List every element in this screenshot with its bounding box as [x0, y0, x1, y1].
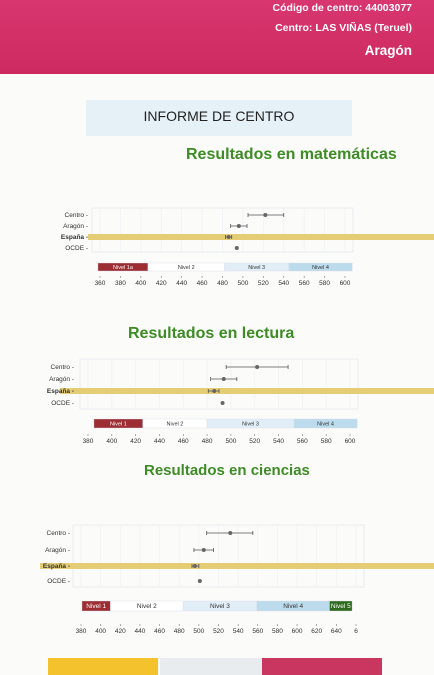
- tick-label: 6: [354, 628, 358, 635]
- category-label: OCDE -: [51, 400, 74, 407]
- data-point: [212, 389, 217, 393]
- data-point: [236, 224, 241, 228]
- category-label: España -: [43, 563, 70, 570]
- chart-title-maths: Resultados en matemáticas: [186, 146, 397, 163]
- science-chart: Centro - Aragón - España - OCDE - Nivel 1 Niv…: [40, 524, 434, 635]
- data-point: [192, 564, 197, 568]
- tick-label: 560: [297, 438, 308, 445]
- tick-label: 460: [178, 438, 189, 445]
- level-label: Nivel 2: [178, 265, 195, 271]
- data-point: [220, 401, 225, 405]
- tick-label: 520: [258, 280, 269, 287]
- level-band: [288, 262, 353, 272]
- data-point: [226, 235, 231, 239]
- tick-label: 600: [340, 280, 351, 287]
- tick-label: 580: [272, 628, 283, 635]
- category-label: Aragón -: [49, 376, 74, 383]
- category-label: Aragón -: [63, 223, 88, 230]
- level-label: Nivel 4: [312, 265, 329, 271]
- spain-band: [40, 563, 434, 569]
- tick-label: 640: [331, 628, 342, 635]
- category-label: OCDE -: [65, 245, 88, 252]
- chart-title-reading: Resultados en lectura: [128, 325, 295, 342]
- tick-label: 460: [197, 280, 208, 287]
- tick-label: 420: [156, 280, 167, 287]
- tick-label: 380: [115, 280, 126, 287]
- tick-label: 380: [76, 628, 87, 635]
- level-band: [329, 600, 353, 612]
- tick-label: 540: [278, 280, 289, 287]
- tick-label: 400: [106, 438, 117, 445]
- data-point: [221, 377, 226, 381]
- tick-label: 440: [176, 280, 187, 287]
- level-band: [293, 418, 358, 429]
- footer-ministry-strip: [160, 658, 262, 675]
- tick-label: 560: [252, 628, 263, 635]
- tick-label: 380: [83, 438, 94, 445]
- data-point: [201, 548, 206, 552]
- level-label: Nivel 4: [283, 603, 303, 610]
- footer-color-strip: [262, 658, 382, 675]
- category-label: Centro -: [65, 212, 88, 219]
- category-label: España -: [61, 234, 88, 241]
- category-label: Aragón -: [45, 547, 70, 554]
- data-point: [234, 246, 239, 250]
- spain-band: [60, 388, 434, 394]
- category-label: Centro -: [47, 530, 70, 537]
- tick-label: 480: [217, 280, 228, 287]
- spain-band: [88, 234, 434, 240]
- category-label: España -: [47, 388, 74, 395]
- tick-label: 420: [115, 628, 126, 635]
- level-label: Nivel 3: [248, 265, 265, 271]
- plot-frame: [79, 358, 359, 410]
- tick-label: 520: [213, 628, 224, 635]
- tick-label: 500: [193, 628, 204, 635]
- tick-label: 520: [249, 438, 260, 445]
- chart-title-science: Resultados en ciencias: [144, 462, 310, 479]
- tick-label: 540: [273, 438, 284, 445]
- center-code: Código de centro: 44003077: [272, 2, 412, 14]
- tick-label: 360: [95, 280, 106, 287]
- data-point: [228, 531, 233, 535]
- level-label: Nivel 1a: [113, 265, 134, 271]
- category-label: OCDE -: [47, 578, 70, 585]
- tick-label: 480: [174, 628, 185, 635]
- tick-label: 400: [135, 280, 146, 287]
- tick-label: 580: [319, 280, 330, 287]
- region-name: Aragón: [364, 43, 412, 58]
- tick-label: 440: [154, 438, 165, 445]
- level-label: Nivel 5: [331, 603, 351, 610]
- tick-label: 460: [154, 628, 165, 635]
- category-label: Centro -: [51, 364, 74, 371]
- level-label: Nivel 3: [242, 422, 259, 428]
- level-label: Nivel 1: [86, 603, 106, 610]
- tick-label: 420: [130, 438, 141, 445]
- data-point: [255, 365, 260, 369]
- level-label: Nivel 4: [317, 422, 334, 428]
- center-name: Centro: LAS VIÑAS (Teruel): [275, 22, 412, 34]
- tick-label: 620: [311, 628, 322, 635]
- level-label: Nivel 2: [167, 422, 184, 428]
- tick-label: 400: [95, 628, 106, 635]
- tick-label: 560: [299, 280, 310, 287]
- data-point: [197, 579, 202, 583]
- data-point: [263, 213, 268, 217]
- reading-chart: Centro - Aragón - España - OCDE - Nivel 1 Niv…: [47, 358, 434, 445]
- tick-label: 580: [321, 438, 332, 445]
- header-banner: Código de centro: 44003077 Centro: LAS V…: [0, 0, 434, 74]
- level-label: Nivel 1: [110, 422, 127, 428]
- footer-logo-strip: [48, 658, 158, 675]
- tick-label: 600: [345, 438, 356, 445]
- report-title: INFORME DE CENTRO: [86, 100, 352, 136]
- tick-label: 500: [237, 280, 248, 287]
- maths-chart: Centro - Aragón - España - OCDE - Nivel 1a Ni…: [61, 207, 434, 287]
- tick-label: 440: [134, 628, 145, 635]
- tick-label: 480: [202, 438, 213, 445]
- tick-label: 600: [292, 628, 303, 635]
- tick-label: 540: [233, 628, 244, 635]
- level-label: Nivel 3: [210, 603, 230, 610]
- tick-label: 500: [225, 438, 236, 445]
- level-label: Nivel 2: [137, 603, 157, 610]
